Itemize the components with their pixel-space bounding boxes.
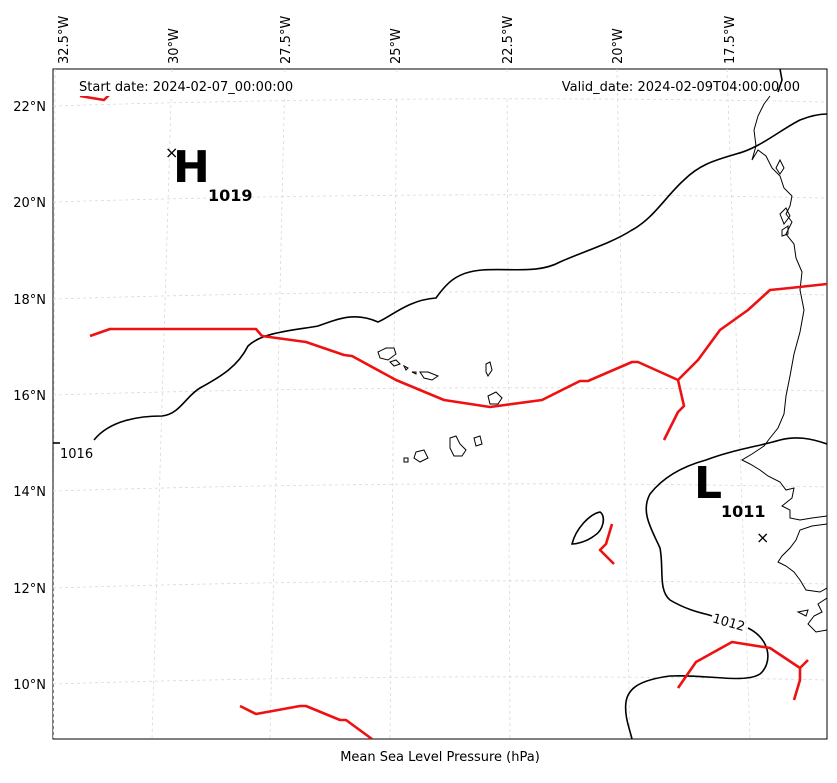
lon-label-32-5w: 32.5°W bbox=[57, 16, 72, 64]
lon-label-25w: 25°W bbox=[389, 28, 404, 64]
parallel-18n bbox=[53, 291, 827, 300]
meridian-30w bbox=[151, 69, 173, 739]
isobars bbox=[53, 69, 827, 739]
parallel-20n bbox=[53, 194, 827, 203]
bijagos bbox=[796, 597, 827, 633]
start-date-text: Start date: 2024-02-07_00:00:00 bbox=[79, 80, 293, 95]
island-maio bbox=[473, 435, 483, 447]
lat-label-10n: 10°N bbox=[13, 678, 46, 693]
lat-label-18n: 18°N bbox=[13, 293, 46, 308]
island-sao-nicolau bbox=[411, 371, 440, 381]
front-small bbox=[598, 523, 615, 565]
meridian-25w bbox=[389, 69, 398, 739]
island-sal bbox=[485, 361, 493, 377]
island-brava bbox=[403, 457, 409, 463]
lon-label-17-5w: 17.5°W bbox=[723, 16, 738, 64]
isobar-1012-island bbox=[570, 511, 605, 545]
island-fogo bbox=[413, 449, 429, 463]
isobar-1012 bbox=[645, 437, 827, 617]
lon-label-27-5w: 27.5°W bbox=[279, 16, 294, 64]
latitude-labels: 22°N 20°N 18°N 16°N 14°N 12°N 10°N bbox=[13, 100, 46, 693]
lon-label-30w: 30°W bbox=[167, 28, 182, 64]
front-bottom-left bbox=[239, 704, 373, 739]
front-branch bbox=[662, 379, 686, 441]
coastline bbox=[740, 95, 827, 633]
high-letter: H bbox=[173, 142, 210, 193]
africa-coast-south bbox=[777, 523, 827, 593]
isobar-1012-b bbox=[624, 627, 769, 739]
isobar-1016 bbox=[93, 113, 827, 441]
lon-label-22-5w: 22.5°W bbox=[501, 16, 516, 64]
meridian-27-5w bbox=[269, 69, 286, 739]
island-santiago bbox=[449, 435, 467, 457]
parallel-14n bbox=[53, 483, 827, 492]
low-letter: L bbox=[694, 458, 722, 509]
meridian-22-5w bbox=[506, 69, 511, 739]
island-santo-antao bbox=[377, 347, 397, 361]
header-band bbox=[70, 72, 530, 96]
island-sao-vicente bbox=[389, 359, 401, 367]
front-southeast bbox=[676, 640, 809, 701]
lat-label-12n: 12°N bbox=[13, 582, 46, 597]
meridian-17-5w bbox=[726, 69, 751, 739]
high-value: 1019 bbox=[208, 186, 253, 205]
parallel-22n bbox=[53, 98, 827, 107]
gorée-coast bbox=[779, 207, 791, 237]
parallel-12n bbox=[53, 580, 827, 589]
africa-coast bbox=[740, 95, 827, 521]
parallel-16n bbox=[53, 387, 827, 396]
meridian-20w bbox=[616, 69, 631, 739]
low-value: 1011 bbox=[721, 502, 766, 521]
lat-label-14n: 14°N bbox=[13, 485, 46, 500]
contour-label-1016: 1016 bbox=[60, 447, 93, 462]
high-pressure-center: × H 1019 bbox=[165, 142, 253, 205]
isobar-1012-north bbox=[777, 69, 783, 93]
parallel-10n bbox=[53, 676, 827, 685]
island-boa-vista bbox=[487, 391, 503, 405]
high-marker: × bbox=[165, 143, 178, 162]
front-main bbox=[89, 282, 827, 409]
lat-label-16n: 16°N bbox=[13, 389, 46, 404]
cape-verde-islands bbox=[377, 347, 503, 463]
valid-date-text: Valid_date: 2024-02-09T04:00:00.00 bbox=[562, 80, 800, 95]
island-santa-luzia bbox=[402, 364, 409, 371]
graticule bbox=[53, 69, 827, 739]
low-pressure-center: L 1011 × bbox=[694, 458, 769, 547]
lon-label-20w: 20°W bbox=[611, 28, 626, 64]
map-frame bbox=[52, 68, 828, 740]
low-marker: × bbox=[756, 528, 769, 547]
lat-label-22n: 22°N bbox=[13, 100, 46, 115]
longitude-labels: 32.5°W 30°W 27.5°W 25°W 22.5°W 20°W 17.5… bbox=[57, 16, 738, 64]
meridian-32-5w bbox=[53, 69, 56, 739]
figure-caption: Mean Sea Level Pressure (hPa) bbox=[340, 750, 540, 765]
canary-arm bbox=[775, 158, 785, 175]
lat-label-20n: 20°N bbox=[13, 196, 46, 211]
